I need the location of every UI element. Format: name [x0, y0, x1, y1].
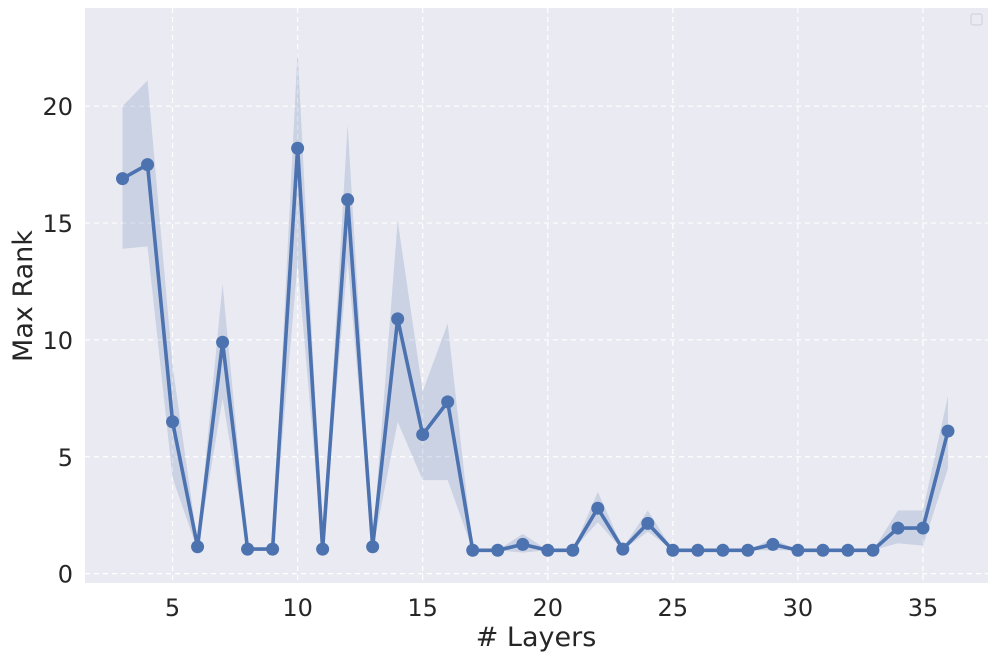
x-tick-label: 25: [658, 594, 689, 622]
data-point: [191, 540, 205, 554]
y-tick-label: 15: [42, 210, 73, 238]
y-tick-label: 0: [58, 561, 73, 589]
data-point: [241, 542, 255, 556]
data-point: [591, 501, 605, 515]
data-point: [116, 172, 130, 186]
x-tick-label: 35: [908, 594, 939, 622]
data-point: [416, 428, 430, 442]
y-tick-label: 10: [42, 327, 73, 355]
x-tick-labels: 5 10 15 20 25 30 35: [165, 594, 938, 622]
data-point: [641, 516, 655, 530]
data-point: [566, 543, 580, 557]
data-point: [141, 158, 155, 172]
data-point: [666, 543, 680, 557]
y-tick-label: 5: [58, 444, 73, 472]
data-point: [441, 395, 455, 409]
data-point: [391, 312, 405, 326]
data-point: [541, 543, 555, 557]
x-tick-label: 5: [165, 594, 180, 622]
x-tick-label: 10: [282, 594, 313, 622]
y-tick-labels: 0 5 10 15 20: [42, 93, 73, 588]
plot-background: [85, 8, 988, 583]
x-tick-label: 15: [407, 594, 438, 622]
data-point: [766, 537, 780, 551]
data-point: [841, 543, 855, 557]
data-point: [891, 521, 905, 535]
data-point: [516, 537, 530, 551]
data-point: [716, 543, 730, 557]
legend-box: [970, 13, 983, 26]
series-line: [120, 146, 950, 553]
data-point: [741, 543, 755, 557]
data-point: [866, 543, 880, 557]
data-point: [616, 542, 630, 556]
data-point: [166, 415, 180, 429]
data-point: [491, 543, 505, 557]
data-point: [791, 543, 805, 557]
x-tick-label: 30: [783, 594, 814, 622]
series-points: [116, 141, 955, 557]
x-tick-label: 20: [532, 594, 563, 622]
x-axis-label: # Layers: [476, 622, 597, 653]
series-polyline: [120, 146, 950, 553]
data-point: [941, 424, 955, 438]
data-point: [341, 193, 355, 207]
y-tick-label: 20: [42, 93, 73, 121]
data-point: [366, 540, 380, 554]
data-point: [816, 543, 830, 557]
data-point: [291, 141, 305, 155]
y-axis-label: Max Rank: [8, 230, 39, 362]
grid-lines: [85, 8, 988, 583]
data-point: [466, 543, 480, 557]
data-point: [916, 521, 930, 535]
data-point: [691, 543, 705, 557]
data-point: [216, 335, 230, 349]
data-point: [266, 542, 280, 556]
data-point: [316, 542, 330, 556]
